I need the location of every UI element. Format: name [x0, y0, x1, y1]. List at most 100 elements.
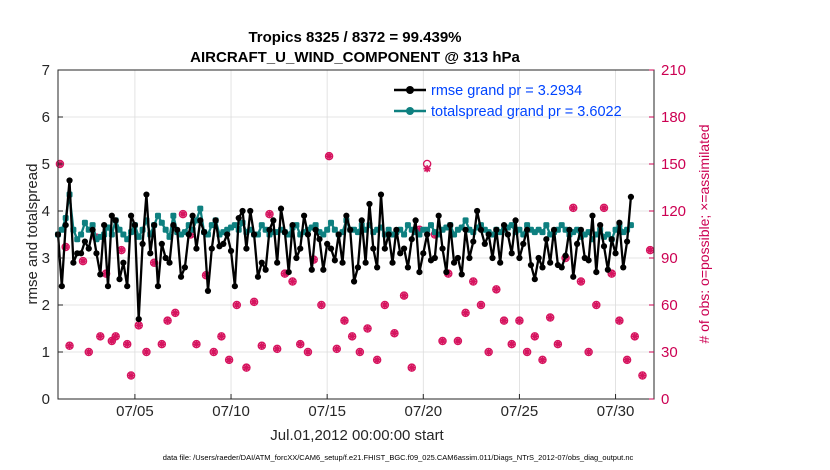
- rmse-point: [58, 283, 65, 290]
- obs-assimilated-marker: [531, 332, 539, 340]
- rmse-point: [201, 229, 208, 236]
- spread-point: [154, 212, 161, 219]
- y-tick-label: 0: [42, 391, 50, 408]
- obs-assimilated-marker: [469, 277, 477, 286]
- rmse-point: [85, 245, 92, 252]
- rmse-point: [385, 231, 392, 238]
- obs-assimilated-marker: [117, 246, 126, 254]
- spread-point: [78, 231, 85, 238]
- legend-marker-rmse: [406, 86, 414, 94]
- obs-assimilated-marker: [340, 317, 349, 325]
- rmse-point: [539, 264, 546, 271]
- rmse-point: [135, 316, 142, 323]
- rmse-point: [577, 226, 585, 233]
- rmse-point: [277, 205, 285, 212]
- rmse-point: [508, 250, 515, 257]
- obs-assimilated-marker: [515, 317, 524, 325]
- rmse-point: [251, 231, 258, 238]
- spread-point: [524, 222, 531, 229]
- y2-tick-label: 60: [661, 297, 678, 314]
- obs-assimilated-marker: [250, 298, 258, 306]
- obs-assimilated-marker: [217, 332, 226, 340]
- y2-tick-label: 90: [661, 250, 678, 267]
- obs-assimilated-marker: [415, 226, 424, 234]
- y-tick-label: 1: [42, 344, 50, 361]
- rmse-point: [270, 217, 277, 224]
- y-tick-label: 7: [42, 62, 50, 79]
- rmse-point: [108, 212, 115, 219]
- spread-point: [120, 231, 127, 238]
- spread-point: [612, 226, 619, 233]
- spread-point: [539, 229, 546, 236]
- rmse-point: [312, 226, 319, 233]
- rmse-point: [474, 207, 481, 215]
- x-axis: 07/05 07/10 07/15 07/20 07/25 07/30: [116, 394, 634, 420]
- rmse-point: [231, 283, 238, 290]
- rmse-point: [404, 264, 412, 271]
- rmse-point: [550, 226, 558, 233]
- obs-assimilated-marker: [608, 270, 616, 278]
- rmse-point: [331, 257, 338, 264]
- obs-assimilated-marker: [461, 309, 470, 317]
- obs-assimilated-marker: [123, 340, 131, 348]
- obs-assimilated-marker: [454, 337, 462, 345]
- obs-assimilated-marker: [477, 301, 485, 309]
- rmse-point: [350, 278, 358, 285]
- legend: rmse grand pr = 3.2934 totalspread grand…: [394, 83, 622, 120]
- obs-assimilated-marker: [265, 210, 274, 218]
- rmse-point: [408, 236, 415, 243]
- spread-point: [170, 212, 177, 219]
- obs-assimilated-marker: [623, 356, 631, 364]
- spread-point: [231, 222, 238, 229]
- obs-assimilated-marker: [356, 348, 364, 356]
- rmse-point: [481, 240, 488, 247]
- obs-assimilated-marker: [142, 348, 151, 356]
- obs-assimilated-marker: [62, 243, 70, 251]
- legend-entry-spread: totalspread grand pr = 3.6022: [431, 104, 622, 120]
- rmse-point: [247, 207, 254, 215]
- rmse-point: [81, 238, 89, 245]
- rmse-point: [520, 240, 527, 247]
- spread-point: [135, 233, 142, 240]
- y2-tick-label: 30: [661, 344, 678, 361]
- rmse-point: [324, 240, 331, 247]
- rmse-point: [535, 254, 542, 262]
- spread-point: [427, 222, 434, 229]
- rmse-point: [558, 264, 565, 271]
- rmse-point: [104, 283, 112, 290]
- spread-point: [320, 231, 327, 238]
- rmse-point: [143, 191, 150, 198]
- rmse-point: [89, 226, 96, 233]
- rmse-point: [185, 231, 192, 238]
- rmse-point: [597, 222, 604, 229]
- rmse-point: [573, 240, 581, 247]
- data-file-footnote: data file: /Users/raeder/DAI/ATM_forcXX/…: [163, 453, 634, 462]
- rmse-point: [116, 276, 123, 283]
- rmse-point: [316, 236, 323, 243]
- obs-assimilated-marker: [500, 317, 508, 325]
- rmse-point: [335, 231, 342, 238]
- y-tick-label: 3: [42, 250, 50, 267]
- chart-subtitle: AIRCRAFT_U_WIND_COMPONENT @ 313 hPa: [190, 49, 520, 66]
- rmse-point: [154, 283, 162, 290]
- rmse-point: [189, 212, 196, 219]
- obs-assimilated-marker: [135, 321, 143, 329]
- obs-assimilated-marker: [390, 329, 399, 337]
- spread-point: [385, 226, 392, 233]
- rmse-point: [439, 245, 446, 252]
- rmse-point: [524, 226, 531, 233]
- rmse-point: [585, 257, 592, 264]
- x-tick-label: 07/20: [405, 403, 443, 420]
- obs-assimilated-marker: [538, 356, 547, 364]
- x-tick-label: 07/30: [597, 403, 635, 420]
- rmse-point: [320, 266, 327, 273]
- obs-assimilated-marker: [408, 364, 416, 372]
- rmse-point: [447, 222, 454, 229]
- y2-tick-label: 150: [661, 156, 686, 173]
- rmse-point: [435, 212, 442, 219]
- rmse-point: [570, 273, 577, 280]
- rmse-point: [462, 226, 469, 233]
- rmse-point: [393, 226, 400, 233]
- rmse-point: [274, 259, 281, 266]
- obs-assimilated-marker: [96, 332, 104, 340]
